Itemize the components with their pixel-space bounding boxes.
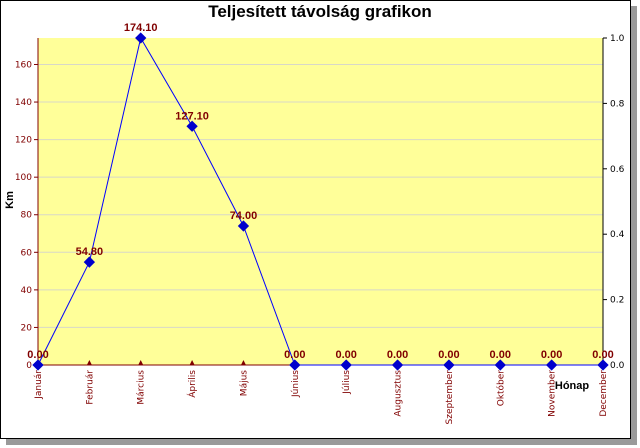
data-point: [545, 359, 558, 371]
data-label: 54.80: [76, 246, 104, 258]
x-tick-label: Január: [34, 370, 44, 400]
plot-area: 0 20 40 60 80 100 120 140 160 0.0 0.2 0.4 0.6 0.8 1.0 J…: [15, 22, 625, 424]
data-label: 0.00: [387, 349, 408, 361]
plot-background: [38, 38, 603, 365]
y-tick-label: 140: [15, 98, 32, 108]
chart-title: Teljesített távolság grafikon: [208, 2, 432, 21]
x-tick-mark: [189, 360, 195, 365]
x-tick-label: Július: [342, 370, 352, 395]
x-tick-mark: [86, 360, 92, 365]
frame-shadow-bottom: [6, 439, 637, 445]
data-point: [391, 359, 404, 371]
data-label: 0.00: [335, 349, 356, 361]
data-label: 0.00: [541, 349, 562, 361]
data-label: 127.10: [175, 110, 209, 122]
y-tick-label: 20: [21, 323, 33, 333]
x-axis-title: Hónap: [555, 380, 590, 392]
data-point: [289, 359, 301, 371]
x-tick-label: Augusztus: [394, 370, 404, 417]
data-point: [340, 359, 352, 371]
data-label: 0.00: [438, 349, 459, 361]
data-point: [597, 359, 609, 371]
y-axis-title: Km: [4, 191, 16, 209]
data-point: [32, 359, 44, 371]
y2-tick-label: 1.0: [610, 34, 625, 44]
data-label: 74.00: [230, 210, 258, 222]
data-label: 0.00: [592, 349, 613, 361]
x-tick-label: December: [599, 370, 609, 417]
y-tick-label: 60: [21, 248, 33, 258]
y2-tick-label: 0.6: [610, 165, 625, 175]
x-tick-label: Április: [186, 370, 198, 398]
x-tick-label: Március: [137, 370, 147, 405]
data-label: 174.10: [124, 22, 158, 34]
data-label: 0.00: [284, 349, 305, 361]
x-tick-label: Május: [239, 370, 249, 396]
y-tick-label: 40: [21, 286, 33, 296]
x-tick-label: Június: [291, 370, 301, 398]
data-point: [135, 32, 147, 44]
y-tick-label: 120: [15, 136, 32, 146]
y-tick-label: 100: [15, 173, 32, 183]
data-point: [443, 359, 455, 371]
data-point: [494, 359, 506, 371]
y2-tick-label: 0.0: [610, 361, 625, 371]
x-tick-label: Október: [495, 370, 506, 407]
y-tick-label: 160: [15, 60, 32, 70]
y2-tick-label: 0.8: [610, 99, 625, 109]
data-point: [237, 220, 250, 232]
x-tick-label: November: [548, 370, 558, 417]
series-line: [37, 36, 603, 366]
y-tick-label: 80: [21, 211, 33, 221]
x-tick-label: Február: [85, 370, 95, 405]
x-tick-label: Szeptember: [445, 370, 455, 425]
data-label: 0.00: [490, 349, 511, 361]
data-label: 0.00: [27, 349, 48, 361]
x-tick-mark: [240, 360, 246, 365]
x-tick-mark: [138, 360, 144, 365]
y2-tick-label: 0.4: [610, 230, 625, 240]
y2-tick-label: 0.2: [610, 296, 624, 306]
frame-shadow-right: [631, 6, 637, 445]
y-tick-label: 0: [26, 361, 32, 371]
